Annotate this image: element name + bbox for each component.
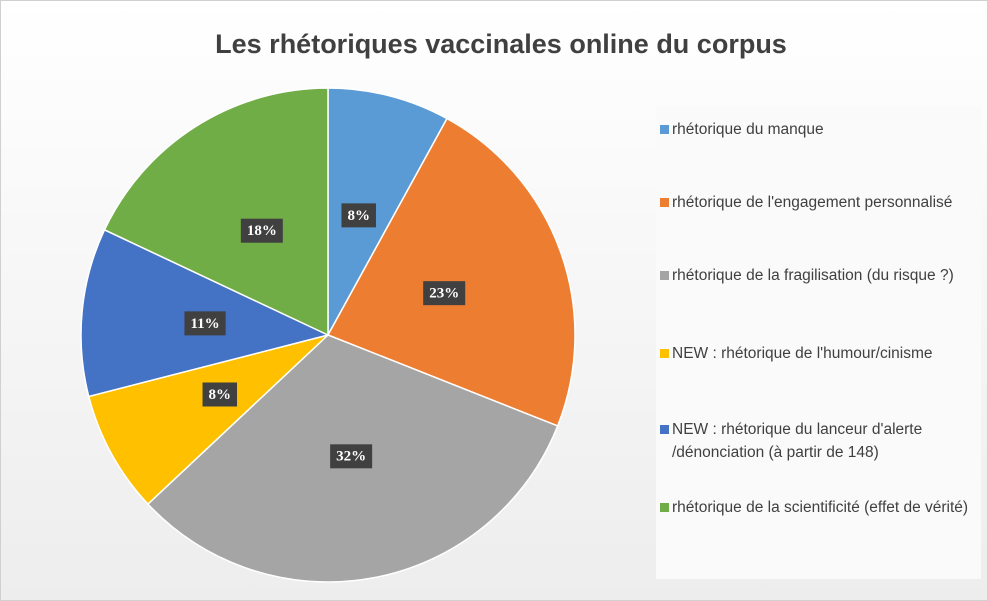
pie-slice xyxy=(87,334,329,506)
pie-slice xyxy=(103,87,329,337)
data-label: 8% xyxy=(209,387,232,403)
legend-entry: NEW : rhétorique de l'humour/cinisme xyxy=(658,342,987,365)
data-label: 8% xyxy=(347,208,370,224)
pie-slice xyxy=(327,87,449,336)
data-label-box xyxy=(330,444,373,469)
legend-label: NEW : rhétorique de l'humour/cinisme xyxy=(672,345,933,362)
legend-entry: rhétorique de l'engagement personnalisé xyxy=(658,191,987,214)
legend: rhétorique du manque rhétorique de l'enga… xyxy=(656,106,981,579)
legend-label: rhétorique du manque xyxy=(672,121,824,138)
data-label: 11% xyxy=(190,316,219,332)
legend-swatch xyxy=(660,271,669,280)
legend-swatch xyxy=(660,198,669,207)
data-label-box xyxy=(423,281,466,306)
data-label: 18% xyxy=(247,223,277,239)
legend-entry: NEW : rhétorique du lanceur d'alerte /dé… xyxy=(658,418,987,464)
legend-entry: rhétorique de la fragilisation (du risqu… xyxy=(658,264,987,287)
legend-entry: rhétorique du manque xyxy=(658,118,987,141)
legend-label: rhétorique de la scientificité (effet de… xyxy=(672,499,969,516)
legend-label: rhétorique de l'engagement personnalisé xyxy=(672,194,953,211)
legend-swatch xyxy=(660,503,669,512)
legend-entry: rhétorique de la scientificité (effet de… xyxy=(658,496,987,519)
data-label: 23% xyxy=(429,286,459,302)
data-label-box xyxy=(202,382,238,407)
legend-label: NEW : rhétorique du lanceur d'alerte /dé… xyxy=(672,421,923,461)
data-label-box xyxy=(240,218,283,243)
chart-title: Les rhétoriques vaccinales online du cor… xyxy=(215,29,787,59)
pie-slice xyxy=(326,117,576,427)
data-label-box xyxy=(184,311,226,336)
data-label-box xyxy=(341,203,376,228)
legend-label: rhétorique de la fragilisation (du risqu… xyxy=(672,267,954,284)
legend-swatch xyxy=(660,125,669,134)
data-label: 32% xyxy=(336,449,366,465)
legend-swatch xyxy=(660,425,669,434)
legend-swatch xyxy=(660,349,669,358)
